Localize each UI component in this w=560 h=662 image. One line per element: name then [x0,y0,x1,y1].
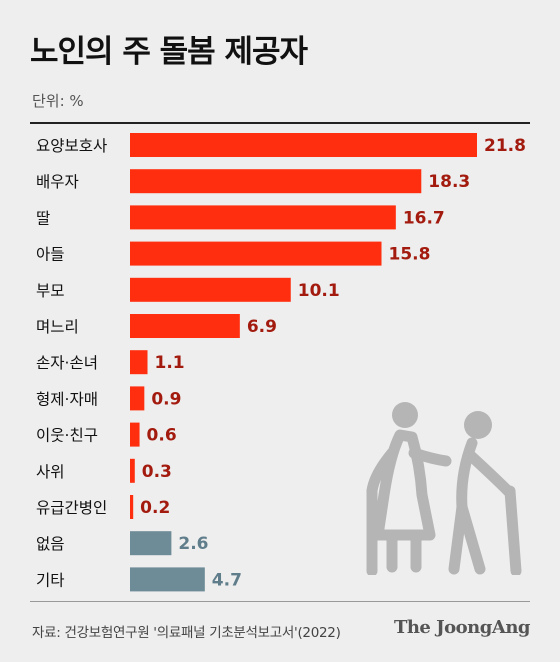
bar [130,386,145,411]
category-label: 며느리 [36,318,79,336]
category-label: 형제·자매 [36,390,98,408]
page-title: 노인의 주 돌봄 제공자 [30,34,308,70]
bar [130,241,382,266]
bar [130,531,172,556]
elderly-couple-with-canes-icon [366,402,522,575]
value-label: 21.8 [484,136,526,156]
category-label: 딸 [36,209,50,227]
bar [130,314,240,338]
bar [130,458,135,483]
bar [130,422,140,447]
bar [130,567,205,592]
category-label: 배우자 [36,173,79,191]
value-label: 0.2 [140,498,170,518]
category-label: 부모 [36,282,65,300]
category-label: 사위 [36,463,65,481]
category-label: 손자·손녀 [36,354,98,372]
bottom-divider [30,601,530,602]
value-label: 16.7 [403,208,445,228]
value-label: 4.7 [212,570,242,590]
category-label: 유급간병인 [36,499,107,517]
value-label: 2.6 [178,534,208,554]
value-label: 10.1 [298,281,340,301]
bar [130,277,291,302]
category-label: 기타 [36,571,65,589]
value-label: 1.1 [155,353,185,373]
value-label: 15.8 [388,245,430,265]
value-label: 0.3 [142,462,172,482]
source-note: 자료: 건강보험연구원 '의료패널 기초분석보고서'(2022) [32,625,341,641]
bar [130,205,396,230]
value-label: 0.9 [151,389,181,409]
bar [130,169,422,194]
category-label: 없음 [36,535,65,553]
value-label: 18.3 [428,172,470,192]
category-label: 이웃·친구 [36,427,98,445]
value-label: 0.6 [147,426,177,446]
bar [130,350,148,375]
brand-logo: The JoongAng [393,617,531,638]
unit-label: 단위: % [32,92,84,110]
bar [130,133,477,157]
top-divider [30,122,530,124]
value-label: 6.9 [247,317,277,337]
category-label: 아들 [36,246,65,264]
bar [130,495,134,519]
category-label: 요양보호사 [36,137,107,155]
